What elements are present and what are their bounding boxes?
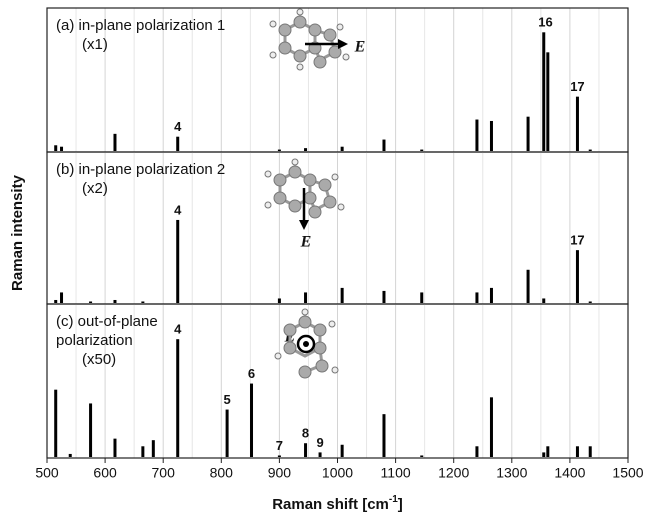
- bar: [89, 403, 92, 457]
- x-tick-label: 1200: [438, 465, 469, 481]
- bar: [304, 292, 307, 303]
- bar: [382, 140, 385, 151]
- peak-label: 4: [174, 202, 182, 217]
- bar: [226, 410, 229, 457]
- molecule-illustrations: [265, 9, 349, 378]
- x-tick-label: 1500: [612, 465, 643, 481]
- x-tick-label: 500: [35, 465, 59, 481]
- bar: [490, 288, 493, 303]
- bar: [542, 32, 545, 151]
- panel-title: (x2): [82, 180, 108, 197]
- bar: [176, 220, 179, 303]
- bar: [341, 288, 344, 303]
- bar: [589, 150, 592, 151]
- bar: [475, 292, 478, 303]
- bar: [304, 443, 307, 457]
- bar: [69, 454, 72, 457]
- bar: [546, 52, 549, 151]
- bar: [546, 446, 549, 457]
- bar: [54, 300, 57, 303]
- field-label: E: [300, 234, 312, 251]
- panel-title: (b) in-plane polarization 2: [56, 161, 225, 178]
- bar: [490, 397, 493, 457]
- bar: [278, 150, 281, 151]
- panel-title: (x1): [82, 36, 108, 53]
- bar: [576, 250, 579, 303]
- x-tick-label: 1000: [322, 465, 353, 481]
- y-axis-label: Raman intensity: [9, 174, 26, 291]
- peak-label: 5: [223, 392, 230, 407]
- peak-label: 4: [174, 119, 182, 134]
- peak-label: 17: [570, 233, 584, 248]
- peak-label: 16: [538, 15, 552, 30]
- x-axis-label: Raman shift [cm-1]: [272, 494, 403, 513]
- bar: [420, 292, 423, 303]
- peak-label: 8: [302, 426, 309, 441]
- peak-label: 9: [316, 435, 323, 450]
- bar: [60, 292, 63, 303]
- panel-title: (c) out-of-plane: [56, 313, 158, 330]
- peak-label: 6: [248, 366, 255, 381]
- x-tick-label: 600: [93, 465, 117, 481]
- bar: [542, 298, 545, 303]
- x-axis-label-part: ]: [398, 496, 403, 513]
- x-tick-label: 1400: [554, 465, 585, 481]
- bar: [589, 446, 592, 457]
- bar: [420, 150, 423, 151]
- bar: [527, 270, 530, 303]
- bar: [576, 446, 579, 457]
- bar: [278, 298, 281, 303]
- bar: [382, 291, 385, 303]
- bar: [278, 455, 281, 457]
- panel-title: (a) in-plane polarization 1: [56, 17, 225, 34]
- bar: [527, 117, 530, 151]
- field-label: E: [354, 39, 366, 56]
- bar: [475, 120, 478, 151]
- bar: [250, 384, 253, 457]
- peak-label: 17: [570, 79, 584, 94]
- bar: [589, 301, 592, 303]
- panel-title: polarization: [56, 332, 133, 349]
- peak-label: 7: [276, 438, 283, 453]
- x-tick-label: 1100: [381, 465, 411, 481]
- x-axis-label-part: Raman shift [cm: [272, 496, 389, 513]
- x-tick-label: 800: [210, 465, 234, 481]
- panel-title: (x50): [82, 351, 116, 368]
- x-tick-label: 900: [268, 465, 292, 481]
- bar: [113, 134, 116, 151]
- bar: [113, 300, 116, 303]
- bar: [542, 452, 545, 457]
- bar: [576, 97, 579, 151]
- bar: [341, 445, 344, 457]
- bar: [304, 148, 307, 151]
- bar: [420, 455, 423, 457]
- bar: [60, 147, 63, 151]
- molecule-b: [265, 159, 344, 230]
- bar: [152, 440, 155, 457]
- bar: [54, 390, 57, 457]
- x-tick-label: 1300: [496, 465, 527, 481]
- bar: [141, 301, 144, 303]
- bar: [113, 439, 116, 457]
- bar: [490, 121, 493, 151]
- chart: 4 16 17 (a) in-plane polarization 1 (x1) E 4 17…: [0, 0, 652, 521]
- bar: [341, 147, 344, 151]
- x-tick-label: 700: [152, 465, 176, 481]
- bar: [89, 301, 92, 303]
- bar: [176, 339, 179, 457]
- bar: [382, 414, 385, 457]
- bar: [176, 137, 179, 151]
- bar: [54, 145, 57, 151]
- bar: [141, 446, 144, 457]
- bar: [475, 446, 478, 457]
- peak-label: 4: [174, 322, 182, 337]
- bar: [319, 452, 322, 457]
